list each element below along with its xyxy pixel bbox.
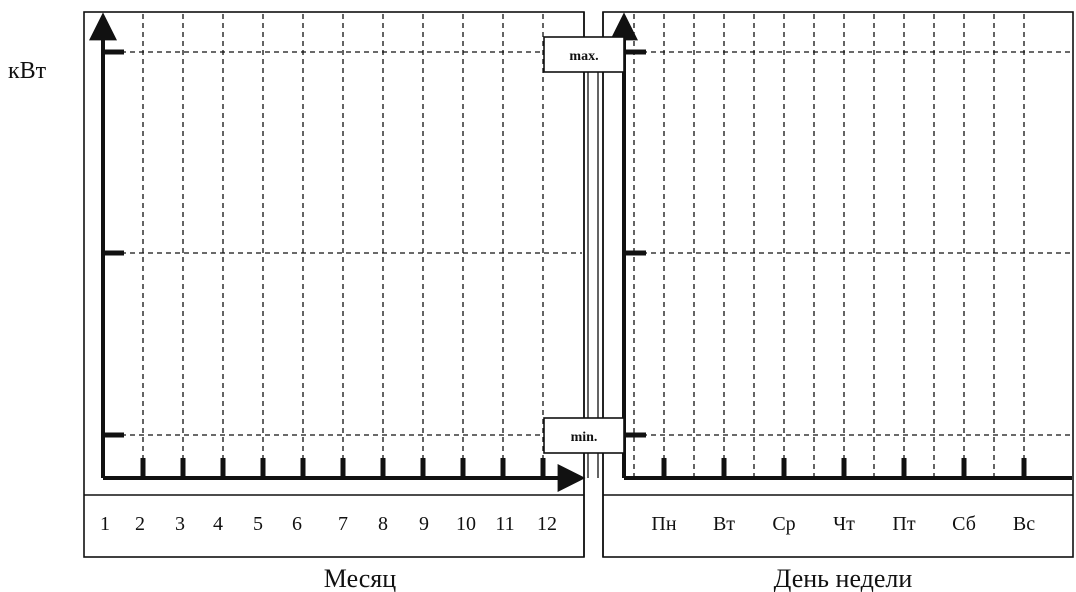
- right-panel: Пн Вт Ср Чт Пт Сб Вс День недели: [602, 11, 1074, 592]
- right-ticks: [624, 49, 1027, 478]
- weekday-tick-label: Чт: [833, 513, 855, 535]
- weekday-tick-label: Пн: [651, 513, 676, 535]
- weekday-tick-label: Вт: [713, 513, 735, 535]
- month-tick-label: 7: [338, 513, 348, 535]
- month-axis-caption: Месяц: [324, 564, 396, 592]
- month-tick-labels: 1 2 3 4 5 6 7 8 9 10 11 12: [100, 513, 557, 535]
- month-tick-label: 5: [253, 513, 263, 535]
- right-grid: [624, 14, 1072, 478]
- y-unit-label: кВт: [8, 58, 47, 84]
- month-tick-label: 6: [292, 513, 302, 535]
- month-tick-label: 1: [100, 513, 110, 535]
- month-tick-label: 11: [495, 513, 514, 535]
- panel-separator: [583, 12, 604, 557]
- month-tick-label: 9: [419, 513, 429, 535]
- weekday-tick-label: Сб: [952, 513, 976, 535]
- month-tick-label: 4: [213, 513, 223, 535]
- month-tick-label: 2: [135, 513, 145, 535]
- weekday-axis-caption: День недели: [774, 564, 913, 592]
- min-level-label: min.: [571, 430, 598, 445]
- left-frame: [83, 11, 585, 558]
- month-tick-label: 3: [175, 513, 185, 535]
- weekday-tick-labels: Пн Вт Ср Чт Пт Сб Вс: [651, 513, 1035, 535]
- max-level-label: max.: [569, 49, 598, 64]
- month-tick-label: 12: [537, 513, 557, 535]
- max-level-box: max.: [543, 36, 625, 73]
- left-grid: [103, 14, 582, 478]
- weekday-tick-label: Ср: [772, 513, 795, 535]
- left-ticks: [103, 49, 546, 478]
- month-tick-label: 10: [456, 513, 476, 535]
- right-frame: [602, 11, 1074, 558]
- left-panel: 1 2 3 4 5 6 7 8 9 10 11 12 Месяц: [83, 11, 586, 592]
- min-level-box: min.: [543, 417, 625, 454]
- weekday-tick-label: Пт: [892, 513, 915, 535]
- weekday-tick-label: Вс: [1013, 513, 1035, 535]
- month-tick-label: 8: [378, 513, 388, 535]
